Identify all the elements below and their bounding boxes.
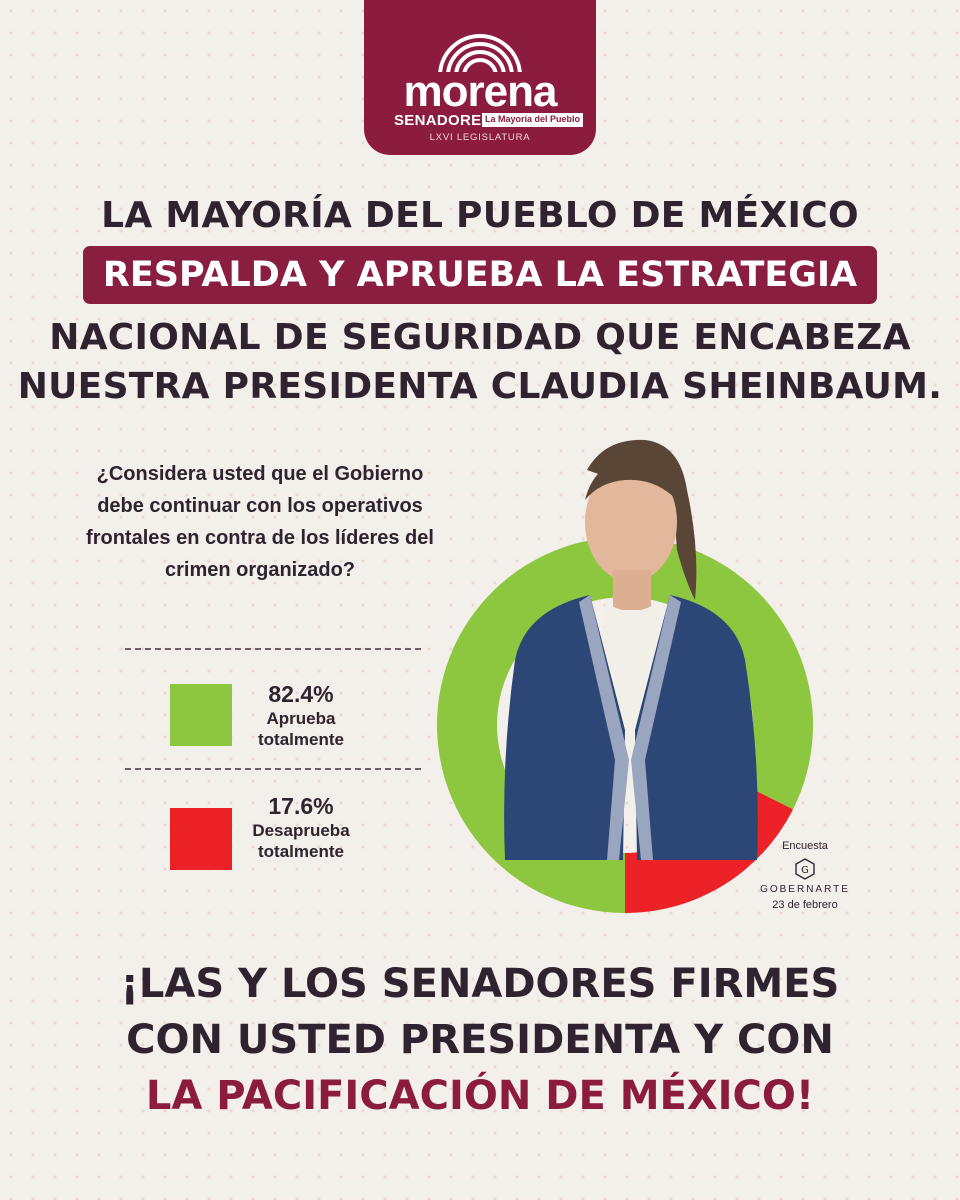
source-date: 23 de febrero	[772, 899, 838, 911]
legend-label-approve-1: Aprueba	[266, 709, 336, 728]
legend-swatch-disapprove	[170, 808, 232, 870]
source-pollster: GOBERNARTE	[760, 884, 850, 895]
survey-source: Encuesta G GOBERNARTE 23 de febrero	[760, 840, 850, 911]
logo-arc-icon	[438, 34, 522, 77]
legend-value-approve: 82.4%	[268, 681, 334, 707]
headline-banner	[83, 246, 877, 304]
legend-label-disapprove-2: totalmente	[258, 842, 344, 861]
headline-line-4: NUESTRA PRESIDENTA CLAUDIA SHEINBAUM.	[17, 366, 943, 407]
gobernarte-logo-icon: G	[795, 858, 815, 880]
portrait-image	[504, 439, 758, 860]
headline-line-1: LA MAYORÍA DEL PUEBLO DE MÉXICO	[101, 195, 859, 236]
legend-divider	[125, 768, 421, 770]
legend-divider	[125, 648, 421, 650]
legend-value-disapprove: 17.6%	[268, 793, 334, 819]
closing-line-3: LA PACIFICACIÓN DE MÉXICO!	[145, 1073, 815, 1119]
survey-question: ¿Considera usted que el Gobierno debe co…	[86, 463, 434, 581]
closing-line-1: ¡LAS Y LOS SENADORES FIRMES	[120, 961, 840, 1007]
legend-item-approve: 82.4% Aprueba totalmente	[236, 680, 366, 750]
closing-line-2: CON USTED PRESIDENTA Y CON	[126, 1017, 834, 1063]
logo-legislatura: LXVI LEGISLATURA	[429, 132, 531, 143]
source-label: Encuesta	[782, 840, 828, 852]
legend-item-disapprove: 17.6% Desaprueba totalmente	[236, 792, 366, 862]
headline-banner-text: RESPALDA Y APRUEBA LA ESTRATEGIA	[102, 255, 858, 295]
logo-tagline: La Mayoría del Pueblo	[482, 113, 584, 127]
legend-label-approve-2: totalmente	[258, 730, 344, 749]
logo-wordmark: morena	[403, 67, 558, 116]
legend-swatch-approve	[170, 684, 232, 746]
headline-line-3: NACIONAL DE SEGURIDAD QUE ENCABEZA	[49, 317, 911, 358]
legend-label-disapprove-1: Desaprueba	[252, 821, 350, 840]
svg-text:G: G	[801, 865, 809, 876]
logo-senadores: SENADORES	[394, 112, 492, 129]
morena-logo: morena SENADORES La Mayoría del Pueblo L…	[364, 0, 596, 155]
